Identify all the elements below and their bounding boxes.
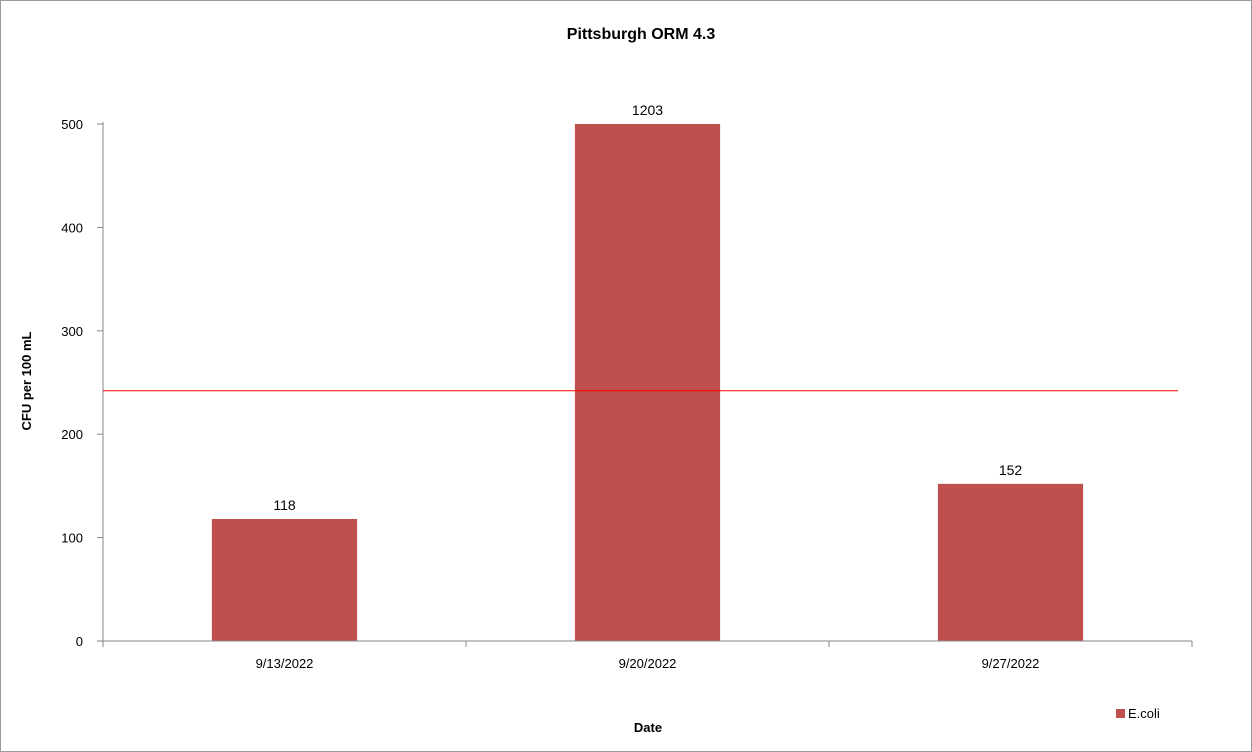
- data-label: 152: [999, 462, 1023, 478]
- x-axis-title: Date: [634, 720, 662, 735]
- y-tick-label: 100: [61, 531, 83, 546]
- data-label: 118: [273, 497, 296, 513]
- plot-area: 0 100 200 300 400 500 118 1203 152 9/13/2022 9/20/…: [61, 102, 1193, 671]
- y-tick-label: 0: [76, 634, 83, 649]
- bar: [937, 483, 1084, 641]
- y-tick-label: 500: [61, 117, 83, 132]
- legend-label-ecoli: E.coli: [1128, 706, 1160, 721]
- y-tick-label: 200: [61, 427, 83, 442]
- legend-swatch-ecoli: [1116, 709, 1125, 718]
- bar: [211, 518, 358, 641]
- data-label: 1203: [632, 102, 663, 118]
- x-tick-label: 9/20/2022: [619, 656, 677, 671]
- x-tick-label: 9/13/2022: [256, 656, 314, 671]
- bar: [574, 124, 721, 641]
- y-tick-label: 400: [61, 220, 83, 235]
- chart-title: Pittsburgh ORM 4.3: [567, 26, 716, 43]
- legend: E.coli: [1116, 706, 1160, 721]
- x-tick-label: 9/27/2022: [982, 656, 1040, 671]
- y-tick-label: 300: [61, 324, 83, 339]
- y-axis-title: CFU per 100 mL: [19, 331, 34, 430]
